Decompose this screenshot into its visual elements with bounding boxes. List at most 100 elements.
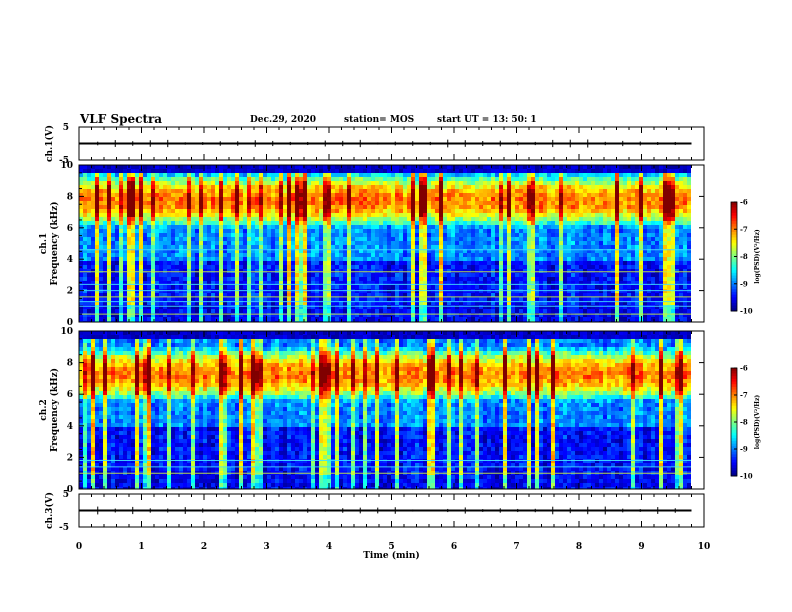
ch1-spectrogram-cell — [91, 189, 95, 193]
ch1-spectrogram-cell — [487, 201, 491, 205]
ch1-spectrogram-cell — [275, 305, 279, 309]
ch1-spectrogram-cell — [311, 261, 315, 265]
ch1-spectrogram-cell — [131, 233, 135, 237]
ch1-spectrogram-cell — [327, 189, 331, 193]
ch1-spectrogram-cell — [99, 225, 103, 229]
ch1-spectrogram-cell — [391, 233, 395, 237]
ch1-spectrogram-cell — [163, 269, 167, 273]
ch1-spectrogram-cell — [183, 233, 187, 237]
ch1-spectrogram-cell — [519, 197, 523, 201]
ch1-spectrogram-cell — [111, 165, 115, 169]
ch1-spectrogram-cell — [423, 225, 427, 229]
ch1-spectrogram-cell — [143, 297, 147, 301]
ch1-spectrogram-cell — [359, 305, 363, 309]
ch1-spectrogram-cell — [115, 305, 119, 309]
ch1-spectrogram-cell — [183, 265, 187, 269]
ch1-spectrogram-cell — [99, 285, 103, 289]
ch1-spectrogram-cell — [519, 285, 523, 289]
ch1-spectrogram-cell — [335, 209, 339, 213]
ch1-spectrogram-cell — [435, 245, 439, 249]
ch1-spectrogram-cell — [155, 165, 159, 169]
ch1-spectrogram-cell — [227, 177, 231, 181]
ch1-spectrogram-cell — [267, 297, 271, 301]
ch1-spectrogram-cell — [431, 165, 435, 169]
ch1-spectrogram-cell — [227, 305, 231, 309]
ch1-spectrogram-cell — [383, 253, 387, 257]
ch1-spectrogram-cell — [175, 193, 179, 197]
ch1-spectrogram-cell — [187, 213, 191, 217]
ch1-spectrogram-cell — [127, 173, 131, 177]
ch1-spectrogram-cell — [143, 301, 147, 305]
ch1-spectrogram-cell — [331, 173, 335, 177]
ch1-spectrogram-cell — [207, 273, 211, 277]
ch1-spectrogram-cell — [183, 293, 187, 297]
ch1-spectrogram-cell — [151, 257, 155, 261]
ch1-spectrogram-cell — [447, 301, 451, 305]
ch1-spectrogram-cell — [419, 301, 423, 305]
ch1-spectrogram-cell — [111, 205, 115, 209]
ch1-spectrogram-cell — [219, 169, 223, 173]
ch1-spectrogram-cell — [295, 229, 299, 233]
ch1-spectrogram-cell — [411, 197, 415, 201]
ch1-spectrogram-cell — [163, 181, 167, 185]
ch1-spectrogram-cell — [155, 181, 159, 185]
ch1-spectrogram-cell — [215, 313, 219, 317]
ch1-spectrogram-cell — [171, 169, 175, 173]
ch1-spectrogram-cell — [391, 185, 395, 189]
ch1-spectrogram-cell — [331, 169, 335, 173]
ch1-spectrogram-cell — [243, 201, 247, 205]
ch1-spectrogram-cell — [267, 205, 271, 209]
ch1-spectrogram-cell — [455, 229, 459, 233]
ch1-spectrogram-cell — [183, 281, 187, 285]
ch1-spectrogram-cell — [99, 173, 103, 177]
ch1-spectrogram-cell — [191, 249, 195, 253]
ch1-spectrogram-cell — [555, 313, 559, 317]
ch1-spectrogram-cell — [127, 185, 131, 189]
ch1-spectrogram-cell — [203, 181, 207, 185]
ch1-spectrogram-cell — [351, 173, 355, 177]
ch1-spectrogram-cell — [379, 221, 383, 225]
ch1-spectrogram-cell — [547, 305, 551, 309]
ch1-spectrogram-cell — [387, 257, 391, 261]
ch1-spectrogram-cell — [535, 241, 539, 245]
ch1-spectrogram-cell — [463, 245, 467, 249]
ch1-spectrogram-cell — [199, 261, 203, 265]
ch1-spectrogram-cell — [443, 169, 447, 173]
ch1-spectrogram-cell — [163, 173, 167, 177]
ch1-spectrogram-cell — [383, 197, 387, 201]
ch1-spectrogram-cell — [271, 197, 275, 201]
ch1-spectrogram-cell — [535, 165, 539, 169]
ch1-spectrogram-cell — [151, 265, 155, 269]
ch1-spectrogram-cell — [179, 165, 183, 169]
ch1-spectrogram-cell — [143, 205, 147, 209]
ch1-spectrogram-cell — [87, 237, 91, 241]
ch1-spectrogram-cell — [435, 313, 439, 317]
ch1-spectrogram-cell — [399, 181, 403, 185]
ch1-spectrogram-cell — [419, 241, 423, 245]
ch1-spectrogram-cell — [355, 297, 359, 301]
ch1-spectrogram-cell — [231, 201, 235, 205]
ch1-spectrogram-cell — [315, 181, 319, 185]
ch1-spectrogram-cell — [175, 169, 179, 173]
ch1-spectrogram-cell — [383, 293, 387, 297]
ch1-spectrogram-cell — [499, 309, 503, 313]
ch1-spectrogram-cell — [279, 205, 283, 209]
ch1-spectrogram-cell — [291, 309, 295, 313]
ch1-spectrogram-cell — [467, 193, 471, 197]
ch1-spectrogram-cell — [291, 257, 295, 261]
ch1-spectrogram-cell — [463, 233, 467, 237]
ch1-spectrogram-cell — [303, 241, 307, 245]
ch1-spectrogram-cell — [239, 293, 243, 297]
ch1-spectrogram-cell — [91, 245, 95, 249]
ch1-spectrogram-cell — [427, 269, 431, 273]
ch1-spectrogram-cell — [203, 177, 207, 181]
ch1-spectrogram-cell — [459, 277, 463, 281]
ch1-spectrogram-cell — [291, 181, 295, 185]
ch1-spectrogram-cell — [379, 189, 383, 193]
ch1-spectrogram-cell — [295, 253, 299, 257]
ch1-spectrogram-cell — [103, 201, 107, 205]
ch1-spectrogram-cell — [467, 173, 471, 177]
ch1-spectrogram-cell — [555, 229, 559, 233]
ch1-spectrogram-cell — [215, 201, 219, 205]
ch1-spectrogram-cell — [123, 209, 127, 213]
